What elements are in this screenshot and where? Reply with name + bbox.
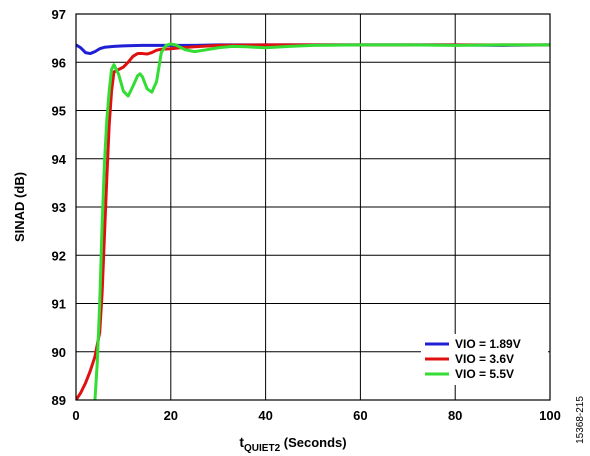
figure-id: 15368-215 (575, 396, 586, 444)
y-tick-label: 95 (52, 104, 66, 119)
x-axis-label-rest: (Seconds) (280, 435, 346, 450)
y-tick-label: 93 (52, 200, 66, 215)
x-axis-label-main: t (239, 434, 244, 450)
series-lines (76, 42, 550, 400)
legend-label-3: VIO = 5.5V (455, 367, 514, 381)
legend-label-1: VIO = 1.89V (455, 337, 521, 351)
y-tick-label: 96 (52, 55, 66, 70)
y-tick-labels: 89 90 91 92 93 94 95 96 97 (52, 7, 67, 408)
x-tick-label: 100 (539, 408, 561, 423)
y-tick-label: 89 (52, 393, 66, 408)
y-tick-label: 91 (52, 297, 66, 312)
series-line-3 (93, 42, 550, 400)
legend-label-2: VIO = 3.6V (455, 352, 514, 366)
x-tick-label: 40 (258, 408, 272, 423)
y-tick-label: 94 (52, 152, 67, 167)
plot-frame (75, 13, 551, 401)
y-tick-label: 90 (52, 345, 66, 360)
y-tick-label: 92 (52, 248, 66, 263)
x-axis-label-subscript: QUIET2 (244, 443, 281, 454)
y-tick-label: 97 (52, 7, 66, 22)
x-tick-label: 60 (353, 408, 367, 423)
x-tick-label: 0 (72, 408, 79, 423)
y-axis-label: SINAD (dB) (12, 172, 27, 242)
x-axis-label: tQUIET2 (Seconds) (239, 434, 346, 454)
x-tick-labels: 0 20 40 60 80 100 (72, 408, 560, 423)
x-tick-label: 20 (164, 408, 178, 423)
x-tick-label: 80 (448, 408, 462, 423)
